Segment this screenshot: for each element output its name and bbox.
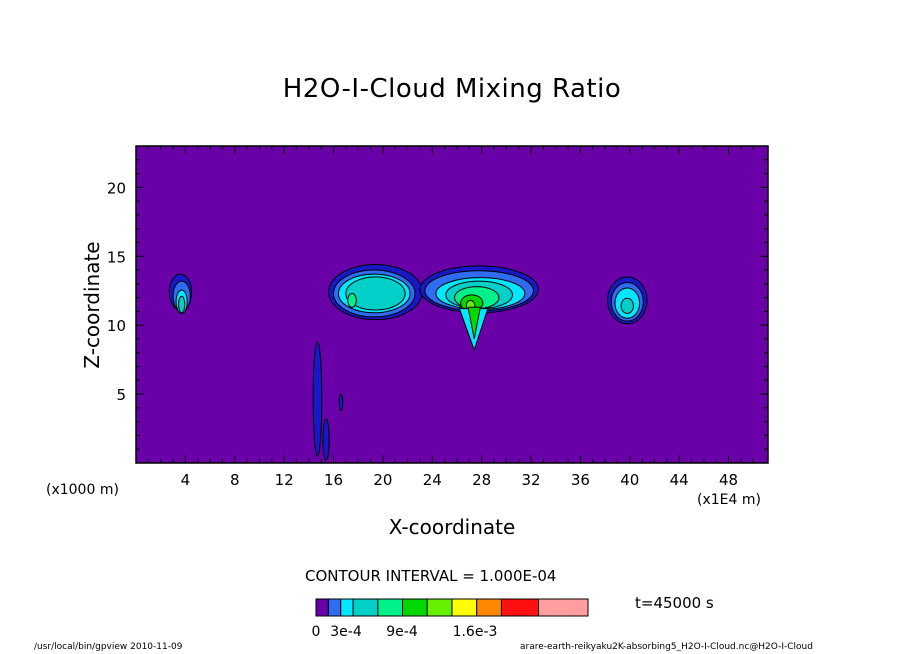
y-tick-label-20: 20 — [107, 179, 126, 197]
footer-left: /usr/local/bin/gpview 2010-11-09 — [34, 642, 183, 652]
colorbar-swatch-9 — [476, 598, 502, 617]
x-tick-label-20: 20 — [373, 471, 392, 489]
colorbar: 0 3e-4 9e-4 1.6e-3 — [312, 598, 589, 640]
x-tick-label-4: 4 — [181, 471, 191, 489]
y-tick-label-15: 15 — [107, 248, 126, 266]
colorbar-swatch-3 — [340, 598, 354, 617]
colorbar-swatch-1 — [315, 598, 329, 617]
x-unit-left: (x1000 m) — [46, 482, 119, 498]
colorbar-swatch-6 — [402, 598, 428, 617]
chart-title: H2O-I-Cloud Mixing Ratio — [282, 74, 622, 104]
x-tick-label-8: 8 — [230, 471, 240, 489]
colorbar-swatch-2 — [327, 598, 342, 617]
colorbar-label-2: 3e-4 — [330, 624, 362, 640]
x-tick-label-40: 40 — [620, 471, 639, 489]
time-label: t=45000 s — [635, 594, 714, 612]
colorbar-swatch-11 — [538, 598, 589, 617]
x-tick-label-12: 12 — [275, 471, 294, 489]
x-tick-label-36: 36 — [571, 471, 590, 489]
x-unit-right: (x1E4 m) — [697, 492, 761, 508]
colorbar-label-4: 1.6e-3 — [453, 624, 498, 640]
cloud-1-level-4 — [178, 295, 186, 314]
colorbar-label-3: 9e-4 — [386, 624, 418, 640]
colorbar-swatch-4 — [352, 598, 379, 617]
y-tick-label-10: 10 — [107, 317, 126, 335]
streak-3 — [338, 393, 344, 412]
streak-2 — [322, 418, 330, 461]
colorbar-swatch-10 — [500, 598, 540, 617]
y-tick-label-5: 5 — [116, 386, 126, 404]
x-tick-label-32: 32 — [521, 471, 540, 489]
cloud-2-level-5 — [347, 292, 357, 308]
streak-1 — [312, 341, 323, 457]
x-tick-label-24: 24 — [423, 471, 442, 489]
colorbar-swatch-5 — [377, 598, 404, 617]
colorbar-label-1: 0 — [312, 624, 321, 640]
footer-right: arare-earth-reikyaku2K-absorbing5_H2O-I-… — [520, 642, 813, 652]
cloud-4-level-4 — [620, 297, 634, 314]
x-tick-label-16: 16 — [324, 471, 343, 489]
x-tick-label-48: 48 — [719, 471, 738, 489]
x-tick-label-44: 44 — [670, 471, 689, 489]
contour-field — [136, 146, 768, 463]
x-tick-label-28: 28 — [472, 471, 491, 489]
cloud-3-tail-core — [467, 306, 481, 340]
contour-interval-label: CONTOUR INTERVAL = 1.000E-04 — [305, 567, 557, 585]
x-axis-label: X-coordinate — [388, 515, 516, 539]
plot-frame — [135, 145, 769, 464]
cloud-2-level-4 — [345, 276, 406, 311]
colorbar-swatch-7 — [426, 598, 453, 617]
colorbar-swatch-8 — [451, 598, 478, 617]
